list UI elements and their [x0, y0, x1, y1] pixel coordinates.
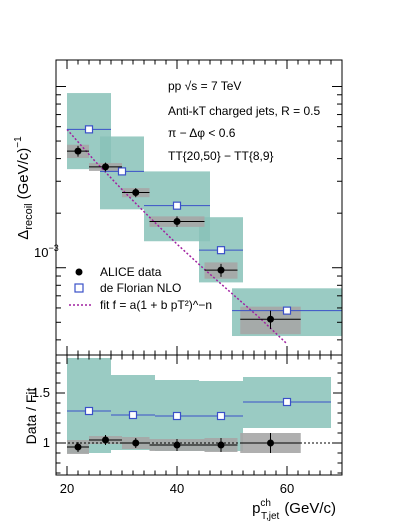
upper-y-ticks	[56, 85, 342, 341]
lower-panel: 11.5 20 40 60 Data / Fit	[23, 354, 343, 496]
nlo-point-lower	[172, 411, 182, 421]
x-tick-label: 40	[170, 481, 184, 496]
annotation-dphi: π − Δφ < 0.6	[168, 126, 236, 140]
data-point-upper	[173, 217, 181, 225]
fit-curve-line	[66, 128, 288, 345]
lower-ytick-label: 1	[43, 435, 50, 450]
upper-ylabel: Δrecoil(GeV/c)−1	[13, 136, 35, 240]
lower-ylabel: Data / Fit	[23, 387, 39, 444]
x-tick-label: 20	[60, 481, 74, 496]
legend-data-marker	[75, 268, 83, 276]
upper-x-ticks	[66, 60, 343, 355]
legend-nlo-marker	[74, 283, 84, 293]
nlo-point-lower	[84, 406, 94, 416]
nlo-point-lower	[216, 411, 226, 421]
lower-x-ticks: 20 40 60	[60, 355, 343, 496]
data-point-upper	[217, 266, 225, 274]
nlo-point-upper	[172, 201, 182, 210]
data-point-lower	[173, 441, 181, 449]
data-point-upper	[74, 147, 82, 155]
data-point-lower	[74, 443, 82, 451]
x-axis-label: pch T,jet (GeV/c)	[252, 498, 336, 522]
annotation-energy: pp √s = 7 TeV	[168, 79, 241, 93]
data-point-lower	[267, 439, 274, 447]
nlo-point-lower	[128, 410, 138, 420]
nlo-point-upper	[216, 246, 226, 255]
annotation-jets: Anti-kT charged jets, R = 0.5	[168, 104, 321, 118]
nlo-point-lower	[282, 397, 292, 407]
legend: ALICE data de Florian NLO fit f = a(1 + …	[69, 265, 212, 312]
upper-panel: 10−3 Δrecoil(GeV/c)−1 pp √s = 7 TeV Anti…	[13, 59, 343, 356]
data-point-lower	[217, 441, 225, 449]
annotation-tt: TT{20,50} − TT{8,9}	[168, 149, 274, 163]
legend-fit-label: fit f = a(1 + b pT²)^−n	[100, 298, 212, 312]
nlo-point-upper	[117, 167, 127, 176]
nlo-point-upper	[84, 125, 94, 134]
data-points-upper	[67, 145, 301, 329]
y-tick-label-1e-3: 10−3	[34, 243, 59, 260]
nlo-points-lower	[67, 397, 331, 421]
legend-data-label: ALICE data	[100, 265, 162, 279]
data-point-lower	[132, 439, 140, 447]
data-points-lower	[67, 433, 301, 453]
nlo-points-upper	[67, 125, 342, 315]
data-point-upper	[132, 189, 140, 197]
lower-y-ticks: 11.5	[32, 362, 342, 474]
data-point-upper	[102, 163, 109, 171]
x-tick-label: 60	[280, 481, 294, 496]
data-point-upper	[267, 315, 274, 323]
legend-nlo-label: de Florian NLO	[100, 281, 181, 295]
fit-curve	[66, 128, 288, 345]
nlo-point-upper	[282, 306, 292, 315]
lower-ytick-label: 1.5	[32, 385, 50, 400]
data-point-lower	[102, 436, 109, 444]
